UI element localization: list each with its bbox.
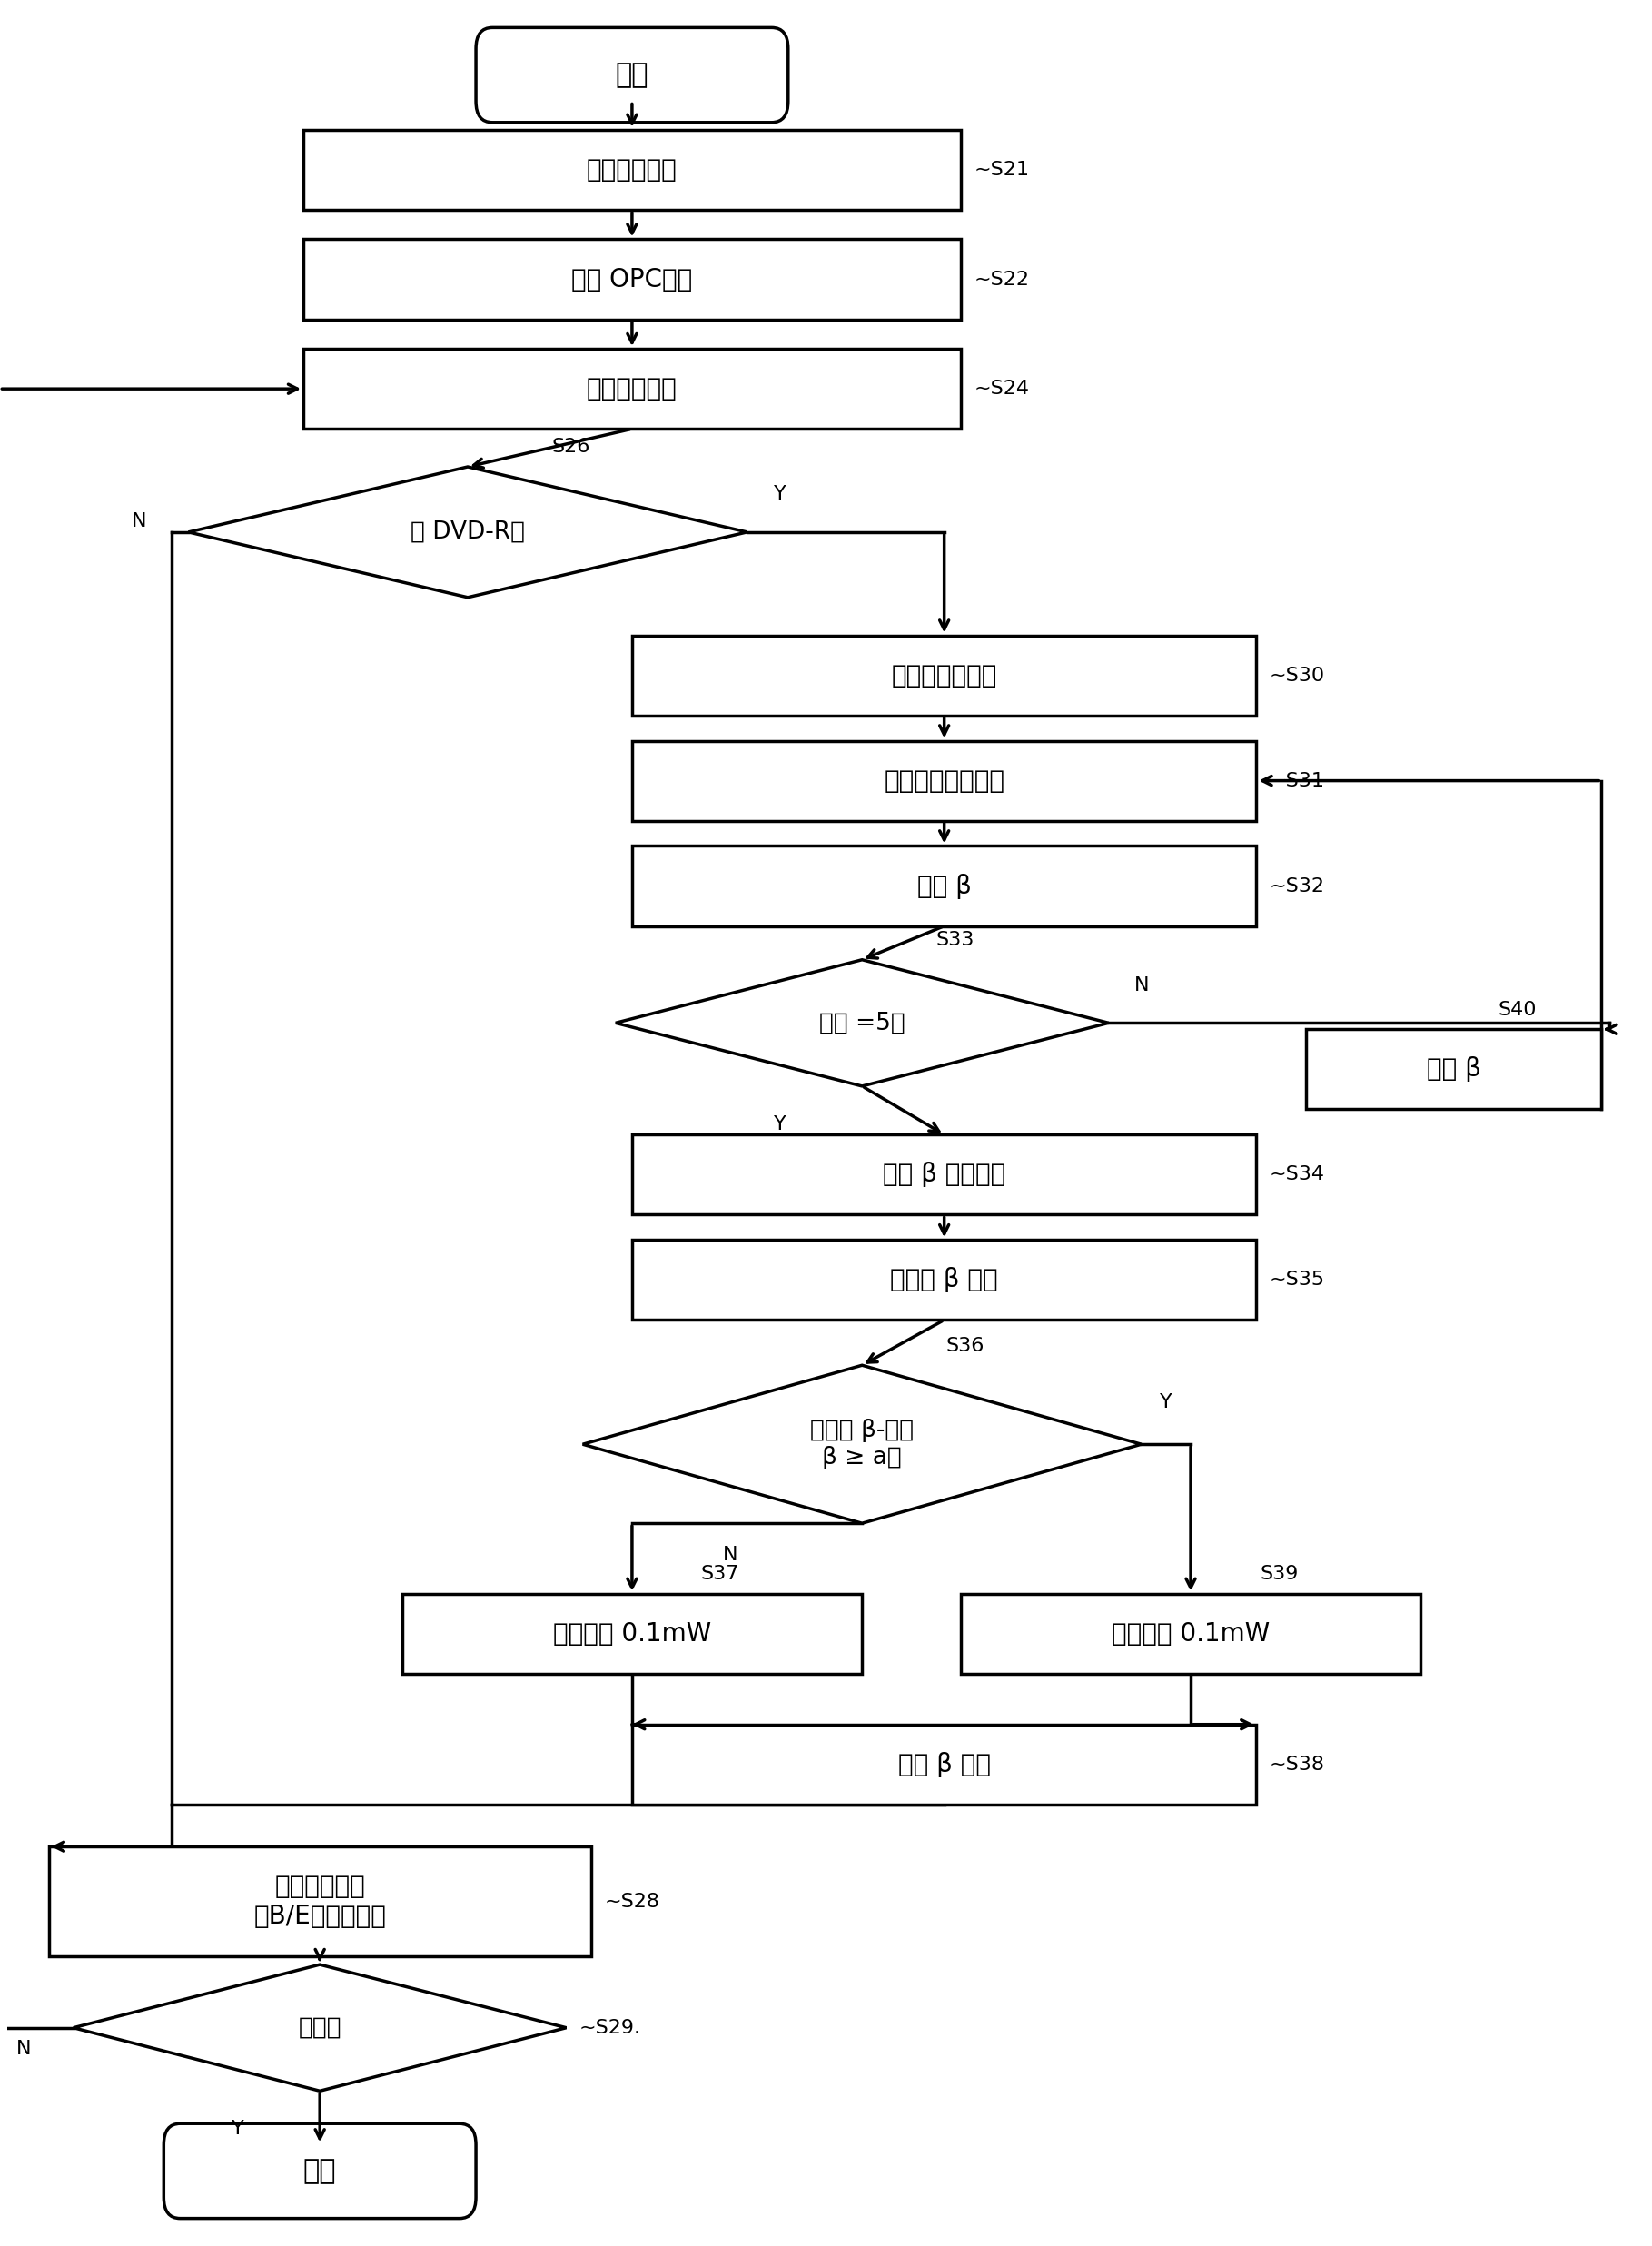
Text: 是 DVD-R？: 是 DVD-R？	[410, 521, 525, 544]
Text: 计数 =5？: 计数 =5？	[819, 1011, 905, 1035]
FancyBboxPatch shape	[304, 240, 961, 319]
FancyBboxPatch shape	[633, 1240, 1257, 1321]
Text: N: N	[17, 2039, 31, 2057]
Text: 结束？: 结束？	[299, 2017, 342, 2039]
Text: ~S29.: ~S29.	[580, 2019, 641, 2037]
FancyBboxPatch shape	[633, 1725, 1257, 1804]
Text: ~S28: ~S28	[605, 1893, 659, 1911]
Text: 功率减小 0.1mW: 功率减小 0.1mW	[1112, 1622, 1270, 1646]
Text: Y: Y	[773, 485, 786, 503]
Text: N: N	[132, 512, 147, 530]
FancyBboxPatch shape	[164, 2125, 476, 2219]
Text: N: N	[1133, 977, 1148, 995]
Text: S39: S39	[1260, 1565, 1298, 1583]
FancyBboxPatch shape	[304, 348, 961, 429]
FancyBboxPatch shape	[633, 1134, 1257, 1215]
FancyBboxPatch shape	[476, 27, 788, 121]
Text: ~S35: ~S35	[1269, 1271, 1325, 1289]
Text: ~S38: ~S38	[1269, 1756, 1325, 1774]
Text: S33: S33	[937, 932, 975, 950]
Text: 功率增大 0.1mW: 功率增大 0.1mW	[553, 1622, 710, 1646]
Text: 计算 β: 计算 β	[917, 874, 971, 898]
Text: ~S21: ~S21	[973, 162, 1029, 180]
Text: 搜索最后的记录区: 搜索最后的记录区	[884, 768, 1004, 793]
Text: N: N	[724, 1545, 738, 1563]
Text: 命令记录开始: 命令记录开始	[586, 157, 677, 182]
Text: 结束: 结束	[304, 2158, 337, 2183]
Text: 测量的 β-标准
β ≥ a？: 测量的 β-标准 β ≥ a？	[809, 1419, 914, 1469]
Text: 计算 β 的平均值: 计算 β 的平均值	[882, 1161, 1006, 1188]
Text: 找到 OPC功率: 找到 OPC功率	[572, 267, 692, 292]
Text: ~S31: ~S31	[1269, 773, 1325, 791]
FancyBboxPatch shape	[633, 847, 1257, 925]
Text: ~S22: ~S22	[973, 270, 1029, 287]
Text: Y: Y	[773, 1114, 786, 1134]
Text: ~S32: ~S32	[1269, 876, 1325, 896]
Text: S37: S37	[700, 1565, 740, 1583]
FancyBboxPatch shape	[633, 741, 1257, 820]
Text: 开始: 开始	[616, 63, 649, 88]
FancyBboxPatch shape	[1305, 1029, 1601, 1110]
Text: 存储 β: 存储 β	[1426, 1056, 1480, 1083]
Text: 与目标 β 比较: 与目标 β 比较	[890, 1267, 998, 1294]
FancyBboxPatch shape	[401, 1595, 862, 1673]
Text: ~S24: ~S24	[973, 380, 1029, 398]
Polygon shape	[583, 1366, 1142, 1523]
FancyBboxPatch shape	[633, 636, 1257, 716]
Text: S40: S40	[1498, 999, 1536, 1020]
FancyBboxPatch shape	[961, 1595, 1421, 1673]
Text: 结束 β 补偿: 结束 β 补偿	[899, 1752, 991, 1777]
Text: 切换到读取模式: 切换到读取模式	[892, 663, 998, 687]
Text: S36: S36	[947, 1336, 985, 1354]
Text: 写入用户数据: 写入用户数据	[586, 375, 677, 402]
Text: 处于备用状态
的B/E缓冲加载器: 处于备用状态 的B/E缓冲加载器	[254, 1873, 387, 1929]
Text: ~S34: ~S34	[1269, 1166, 1325, 1184]
Text: ~S30: ~S30	[1269, 667, 1325, 685]
Polygon shape	[616, 959, 1108, 1087]
Text: Y: Y	[1160, 1393, 1173, 1410]
FancyBboxPatch shape	[304, 130, 961, 209]
Polygon shape	[73, 1965, 567, 2091]
Text: S26: S26	[552, 438, 590, 456]
Polygon shape	[188, 467, 747, 597]
Text: Y: Y	[231, 2120, 244, 2138]
FancyBboxPatch shape	[50, 1846, 591, 1956]
